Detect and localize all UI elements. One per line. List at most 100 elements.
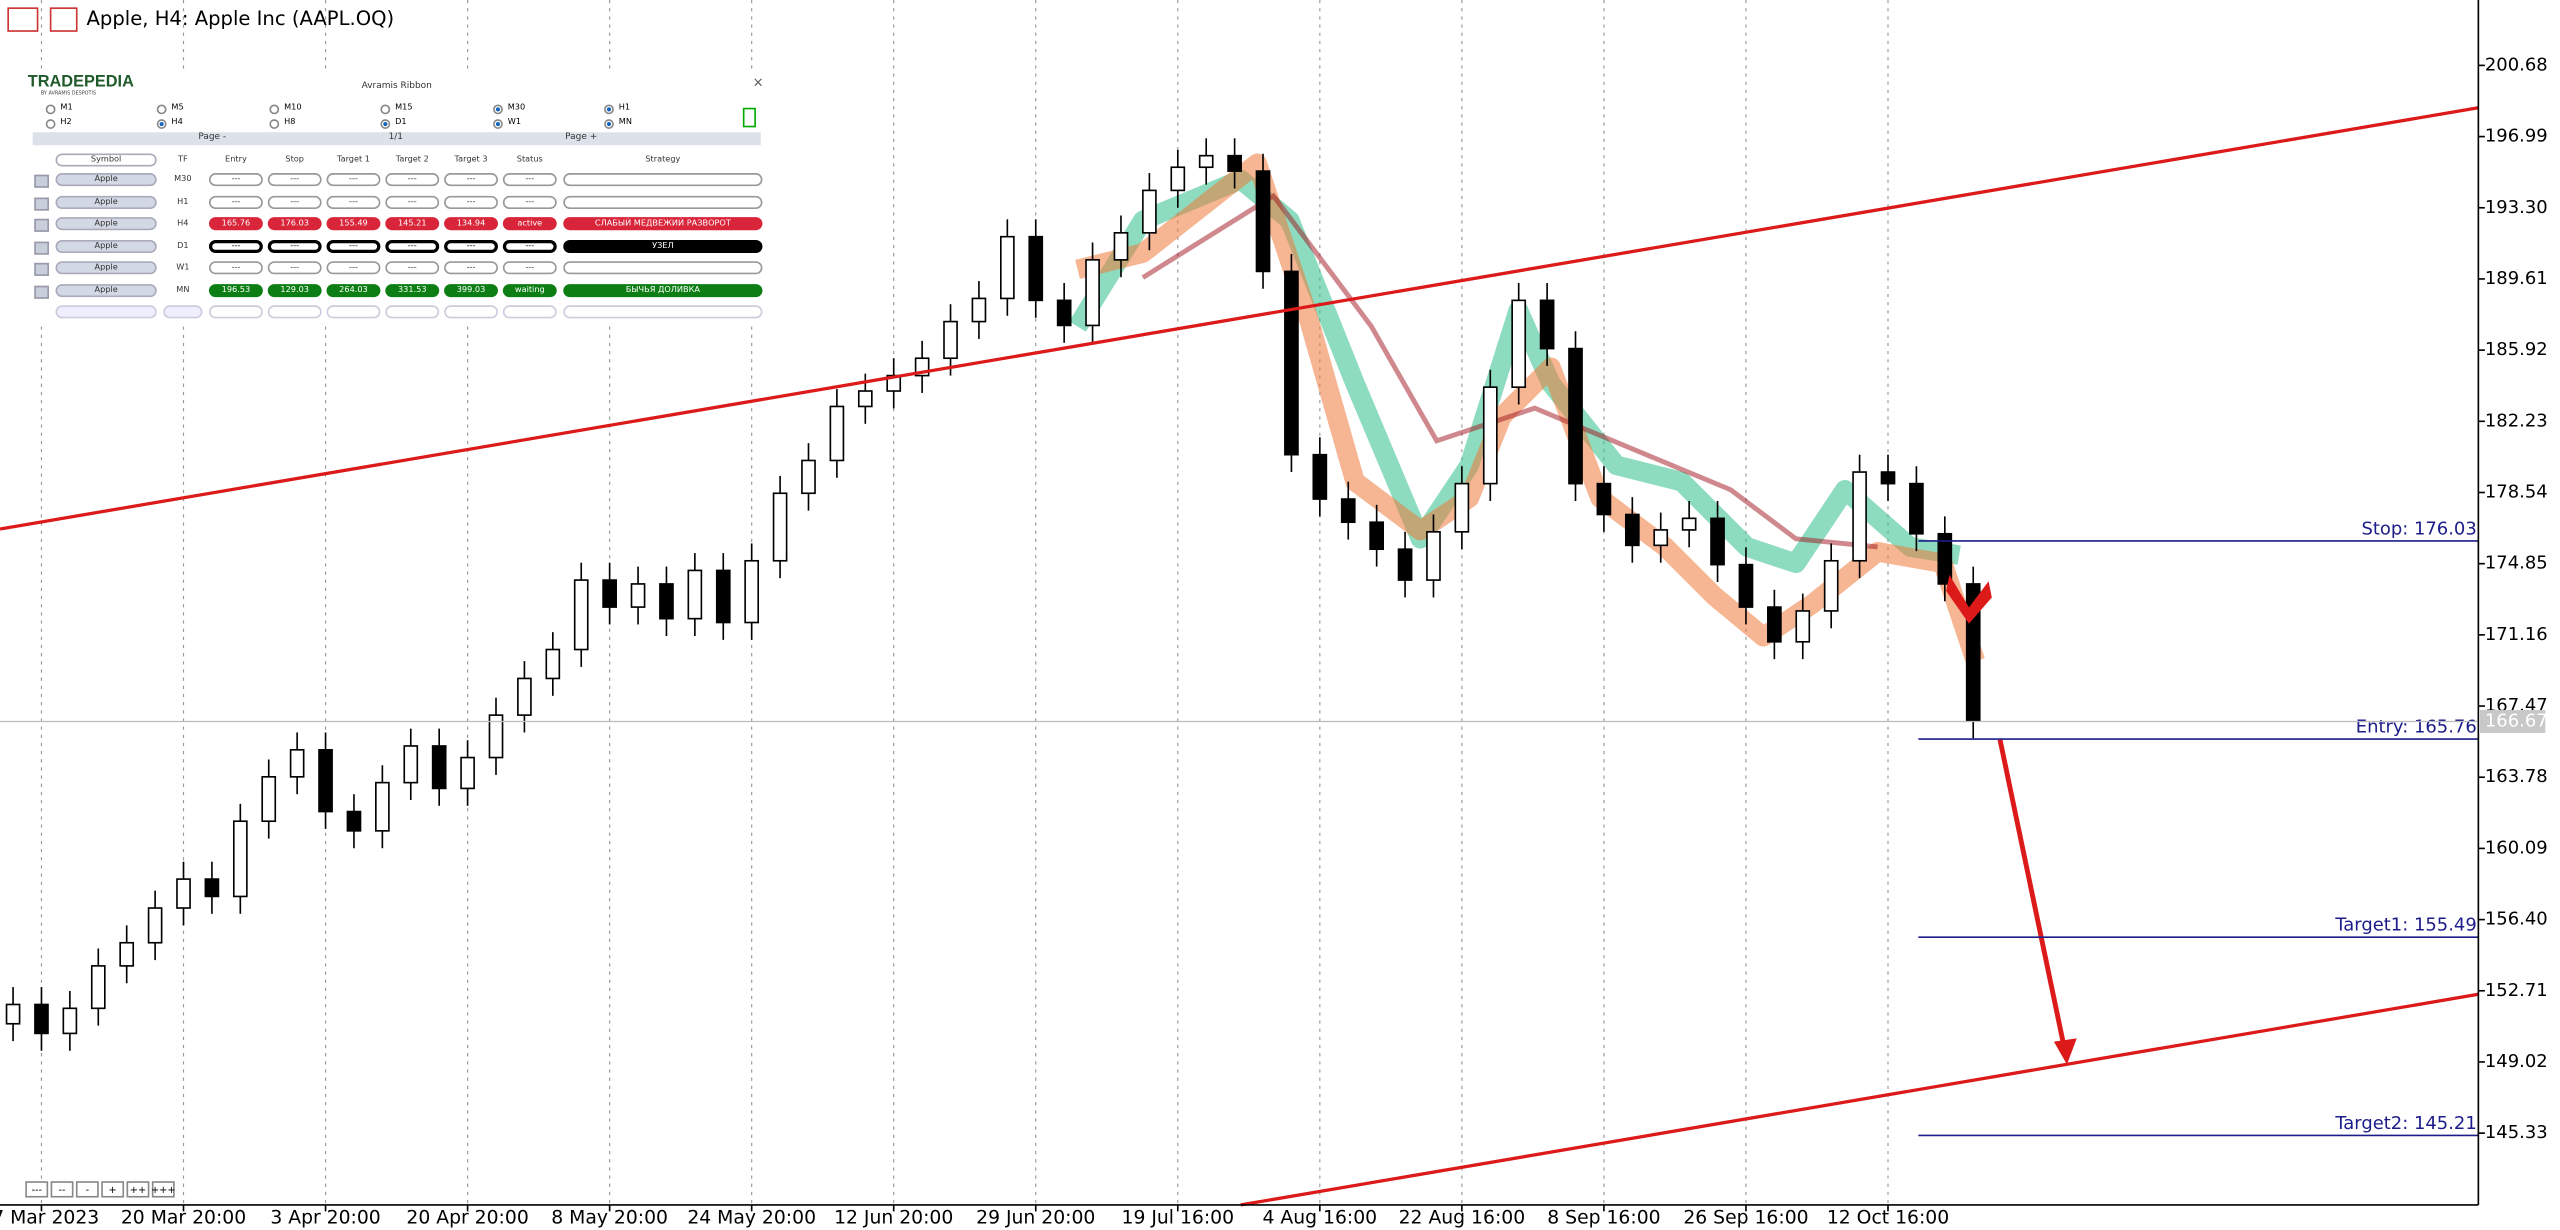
zoom-button-box[interactable] xyxy=(101,1181,125,1198)
candle-body xyxy=(1937,532,1953,585)
timeframe-radio[interactable] xyxy=(45,104,56,115)
empty-cell xyxy=(385,305,440,319)
candle-body xyxy=(971,297,987,323)
x-tick-label: 29 Jun 20:00 xyxy=(976,1207,1095,1228)
candle-body xyxy=(34,1003,49,1035)
empty-cell xyxy=(326,305,381,319)
zoom-button-box[interactable] xyxy=(126,1181,150,1198)
menu-icon[interactable] xyxy=(7,7,39,32)
table-cell: --- xyxy=(502,239,557,253)
candle-body xyxy=(1710,517,1725,566)
zoom-button-box[interactable] xyxy=(75,1181,99,1198)
timeframe-radio[interactable] xyxy=(269,104,280,115)
table-cell: --- xyxy=(385,239,440,253)
table-cell xyxy=(563,261,763,275)
zoom-button-box[interactable] xyxy=(50,1181,74,1198)
column-header: Stop xyxy=(285,155,304,165)
timeframe-radio[interactable] xyxy=(604,104,614,115)
table-cell: --- xyxy=(444,173,498,187)
axes: 200.68 196.99 193.30 189.61 185.92 182.23 178.… xyxy=(0,54,2548,1228)
timeframe-label[interactable]: M15 xyxy=(395,102,413,113)
zoom-button-label[interactable]: - xyxy=(86,1185,90,1196)
level-label: Target1: 155.49 xyxy=(2334,915,2476,936)
row-icon[interactable] xyxy=(34,262,49,276)
table-cell: 399.03 xyxy=(444,283,498,297)
zoom-button[interactable]: --- xyxy=(25,1181,49,1198)
candle-body xyxy=(318,749,333,813)
candle-body xyxy=(1681,517,1697,531)
column-header: Target 3 xyxy=(454,155,488,165)
candle-body xyxy=(1511,299,1527,388)
zoom-button-label[interactable]: ++ xyxy=(130,1185,146,1196)
timeframe-radio[interactable] xyxy=(380,104,391,115)
timeframe-label[interactable]: H8 xyxy=(284,117,296,128)
zoom-button[interactable]: +++ xyxy=(151,1181,176,1198)
zoom-button-label[interactable]: + xyxy=(109,1185,117,1196)
table-cell: active xyxy=(502,217,557,231)
candle-body xyxy=(488,714,504,759)
timeframe-radio[interactable] xyxy=(156,104,167,115)
y-tick-label: 185.92 xyxy=(2485,339,2548,360)
table-cell xyxy=(563,173,763,187)
row-icon[interactable] xyxy=(34,240,49,254)
timeframe-radio[interactable] xyxy=(269,119,280,129)
zoom-button-box[interactable] xyxy=(151,1181,175,1198)
candle-body xyxy=(1312,453,1328,500)
table-cell: 134.94 xyxy=(444,217,498,231)
y-tick-label: 156.40 xyxy=(2485,909,2548,930)
timeframe-label[interactable]: W1 xyxy=(507,117,522,128)
page-prev[interactable]: Page - xyxy=(198,132,227,143)
candle-body xyxy=(630,583,646,608)
zoom-button[interactable]: -- xyxy=(50,1181,74,1198)
close-button[interactable]: × xyxy=(752,75,764,90)
timeframe-label[interactable]: M30 xyxy=(507,102,526,113)
row-icon[interactable] xyxy=(34,218,49,232)
zoom-button[interactable]: ++ xyxy=(126,1181,150,1198)
row-icon[interactable] xyxy=(34,284,49,298)
table-cell: Apple xyxy=(55,217,157,231)
timeframe-radio[interactable] xyxy=(45,119,56,129)
zoom-button-label[interactable]: -- xyxy=(59,1185,67,1196)
zoom-button[interactable]: + xyxy=(101,1181,125,1198)
table-cell: --- xyxy=(502,173,557,187)
page-next[interactable]: Page + xyxy=(565,132,598,143)
table-cell: 155.49 xyxy=(326,217,381,231)
candle-body xyxy=(1426,531,1441,581)
timeframe-label[interactable]: M1 xyxy=(60,102,73,113)
table-cell: H4 xyxy=(177,218,189,229)
table-cell: СЛАБЫЙ МЕДВЕЖИЙ РАЗВОРОТ xyxy=(563,217,763,231)
row-icon[interactable] xyxy=(34,196,49,210)
zoom-button-label[interactable]: +++ xyxy=(151,1185,176,1196)
table-cell: --- xyxy=(326,195,381,209)
row-icon[interactable] xyxy=(34,174,49,188)
table-cell: --- xyxy=(208,195,263,209)
candle-body xyxy=(375,781,390,832)
timeframe-label[interactable]: D1 xyxy=(395,117,407,128)
timeframe-radio[interactable] xyxy=(156,119,167,129)
table-cell: УЗЕЛ xyxy=(563,239,763,253)
empty-cell xyxy=(502,305,557,319)
timeframe-radio[interactable] xyxy=(604,119,614,129)
candle-body xyxy=(1823,559,1839,612)
timeframe-label[interactable]: M5 xyxy=(171,102,184,113)
timeframe-radio[interactable] xyxy=(493,104,503,115)
timeframe-label[interactable]: M10 xyxy=(284,102,302,113)
timeframe-label[interactable]: H4 xyxy=(171,117,183,128)
timeframe-radio[interactable] xyxy=(380,119,391,129)
timeframe-radio[interactable] xyxy=(493,119,503,129)
table-cell: --- xyxy=(326,239,381,253)
candle-body xyxy=(1056,299,1072,327)
x-tick-label: 26 Sep 16:00 xyxy=(1683,1207,1808,1228)
table-cell: --- xyxy=(502,195,557,209)
zoom-button[interactable]: - xyxy=(75,1181,99,1198)
trend-line-lower xyxy=(1240,992,2479,1207)
zoom-button-label[interactable]: --- xyxy=(31,1185,42,1196)
zoom-button-box[interactable] xyxy=(25,1181,49,1198)
timeframe-label[interactable]: H2 xyxy=(60,117,72,128)
empty-cell xyxy=(55,305,157,319)
table-cell: --- xyxy=(444,195,498,209)
timeframe-label[interactable]: MN xyxy=(618,117,632,128)
chart-icon[interactable] xyxy=(49,7,78,32)
table-cell: waiting xyxy=(502,283,557,297)
timeframe-label[interactable]: H1 xyxy=(618,102,631,113)
